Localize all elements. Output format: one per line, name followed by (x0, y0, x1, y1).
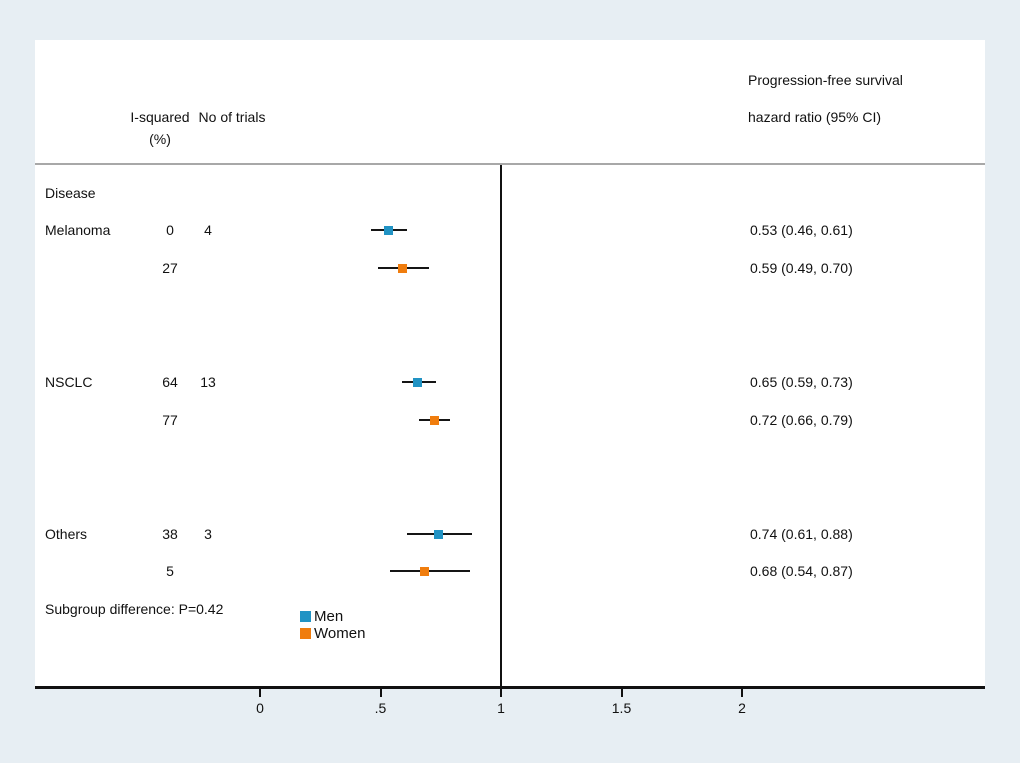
trials-value: 3 (204, 526, 212, 542)
subgroup-difference-note: Subgroup difference: P=0.42 (45, 601, 224, 617)
x-axis-tick (259, 689, 261, 697)
i-squared-value: 27 (162, 260, 178, 276)
header-rule (35, 163, 985, 165)
x-axis-line (35, 686, 985, 689)
group-label: NSCLC (45, 374, 93, 390)
legend-men-swatch (300, 611, 311, 622)
x-axis-tick-label: 1 (497, 700, 505, 716)
hr-marker-women (419, 567, 429, 576)
x-axis-tick (741, 689, 743, 697)
i-squared-value: 0 (166, 222, 174, 238)
x-axis-tick-label: .5 (374, 700, 387, 716)
hr-marker-men (383, 226, 393, 235)
i-squared-value: 77 (162, 412, 178, 428)
col-header-outcome-line2: hazard ratio (95% CI) (748, 109, 882, 125)
hr-marker-men (434, 530, 444, 539)
hr-ci-text: 0.68 (0.54, 0.87) (750, 563, 853, 579)
x-axis-tick-label: 1.5 (611, 700, 632, 716)
x-axis-tick-label: 0 (256, 700, 264, 716)
hr-marker-women (429, 416, 439, 425)
x-axis-tick (379, 689, 382, 697)
section-label-disease: Disease (45, 185, 96, 201)
col-header-i-squared-unit: (%) (149, 131, 171, 147)
hr-marker-women (398, 264, 408, 273)
plot-area (35, 40, 985, 686)
hr-ci-text: 0.59 (0.49, 0.70) (750, 260, 853, 276)
group-label: Melanoma (45, 222, 111, 238)
trials-value: 13 (200, 374, 216, 390)
legend-men-label: Men (314, 608, 344, 625)
x-axis-tick (500, 689, 502, 697)
legend-women-label: Women (314, 625, 366, 642)
group-label: Others (45, 526, 88, 542)
ci-line (390, 570, 470, 572)
col-header-i-squared: I-squared (130, 109, 190, 125)
hr-ci-text: 0.65 (0.59, 0.73) (750, 374, 853, 390)
x-axis-tick-label: 2 (738, 700, 746, 716)
x-axis-tick (620, 689, 623, 697)
hr-marker-men (412, 378, 422, 387)
hr-ci-text: 0.72 (0.66, 0.79) (750, 412, 853, 428)
hr-ci-text: 0.53 (0.46, 0.61) (750, 222, 853, 238)
reference-line (500, 165, 502, 686)
legend-women-swatch (300, 628, 311, 639)
i-squared-value: 5 (166, 563, 174, 579)
hr-ci-text: 0.74 (0.61, 0.88) (750, 526, 853, 542)
trials-value: 4 (204, 222, 212, 238)
col-header-no-of-trials: No of trials (198, 109, 266, 125)
col-header-outcome-line1: Progression-free survival (748, 72, 903, 88)
i-squared-value: 38 (162, 526, 178, 542)
i-squared-value: 64 (162, 374, 178, 390)
